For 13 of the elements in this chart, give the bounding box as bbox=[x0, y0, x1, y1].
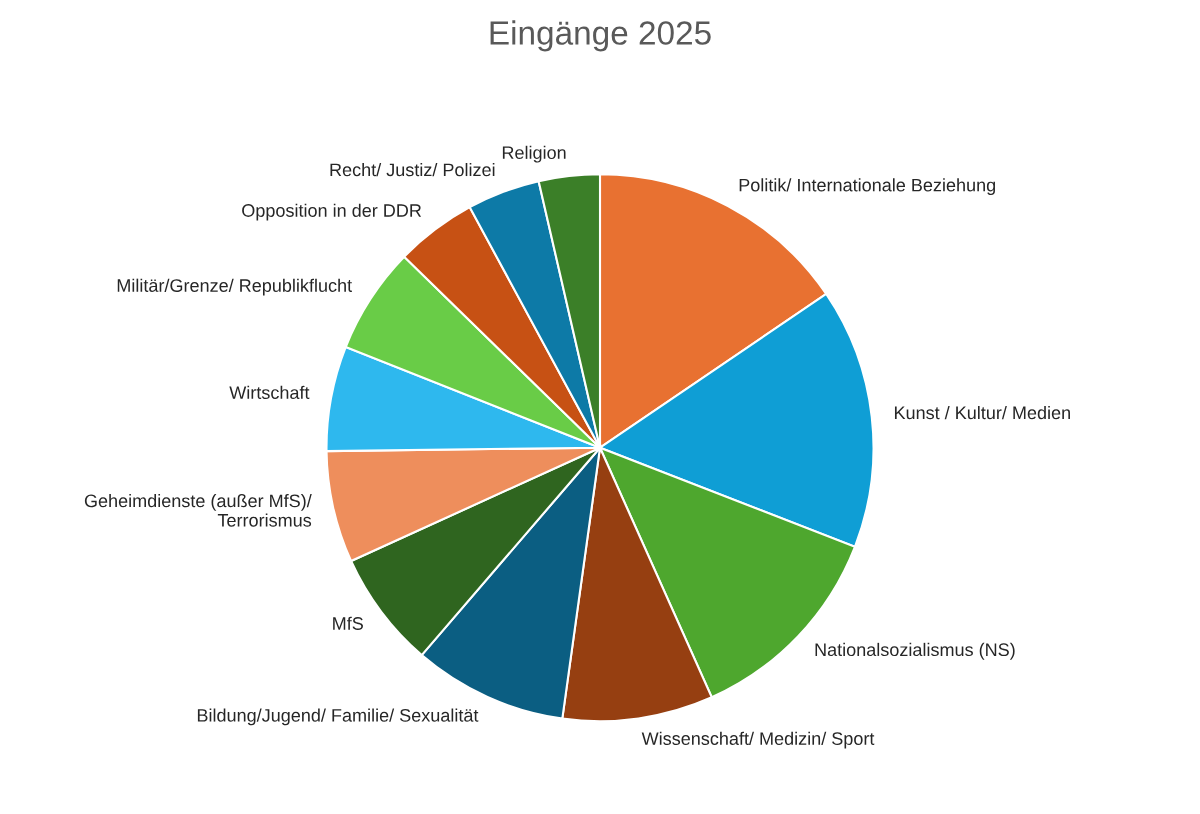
slice-label: Militär/Grenze/ Republikflucht bbox=[117, 278, 352, 296]
slice-label: MfS bbox=[333, 616, 363, 630]
slice-label: Politik/ Internationale Beziehung bbox=[739, 178, 996, 196]
slice-label: Recht/ Justiz/ Polizei bbox=[330, 162, 495, 177]
slice-label: Wissenschaft/ Medizin/ Sport bbox=[641, 731, 875, 749]
slice-label: Bildung/Jugend/ Familie/ Sexualität bbox=[197, 708, 479, 726]
slice-label: Wirtschaft bbox=[229, 385, 310, 400]
slice-label: Religion bbox=[502, 145, 566, 163]
slice-label: Kunst / Kultur/ Medien bbox=[894, 405, 1070, 420]
slice-label: Opposition in der DDR bbox=[242, 203, 422, 221]
slice-label: Nationalsozialismus (NS) bbox=[815, 642, 1015, 660]
slice-label: Geheimdienste (außer MfS)/ Terrorismus bbox=[84, 494, 312, 527]
chart-title: Eingänge 2025 bbox=[490, 20, 711, 52]
